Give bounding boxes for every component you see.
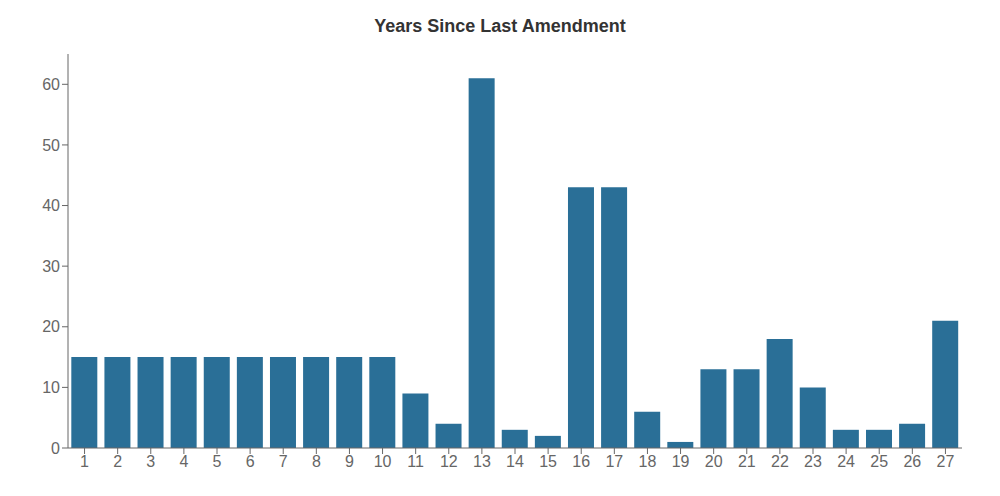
- svg-text:15: 15: [539, 453, 557, 470]
- svg-text:2: 2: [113, 453, 122, 470]
- svg-text:22: 22: [771, 453, 789, 470]
- svg-text:10: 10: [374, 453, 392, 470]
- svg-text:26: 26: [903, 453, 921, 470]
- svg-text:11: 11: [407, 453, 424, 470]
- svg-text:6: 6: [246, 453, 255, 470]
- html-text:Years Since Last Amendment: Years Since Last Amendment: [374, 16, 626, 36]
- svg-text:30: 30: [42, 258, 60, 275]
- svg-text:8: 8: [312, 453, 321, 470]
- svg-text:20: 20: [705, 453, 723, 470]
- svg-text:16: 16: [572, 453, 590, 470]
- svg-text:5: 5: [213, 453, 222, 470]
- svg-text:10: 10: [42, 379, 60, 396]
- svg-text:9: 9: [345, 453, 354, 470]
- svg-text:40: 40: [42, 197, 60, 214]
- svg-text:1: 1: [80, 453, 89, 470]
- svg-text:7: 7: [279, 453, 288, 470]
- svg-text:24: 24: [837, 453, 855, 470]
- svg-text:18: 18: [639, 453, 657, 470]
- svg-text:12: 12: [440, 453, 458, 470]
- svg-text:50: 50: [42, 137, 60, 154]
- svg-text:3: 3: [146, 453, 155, 470]
- svg-text:27: 27: [937, 453, 955, 470]
- svg-text:17: 17: [605, 453, 623, 470]
- svg-text:20: 20: [42, 318, 60, 335]
- svg-text:23: 23: [804, 453, 822, 470]
- svg-text:19: 19: [672, 453, 690, 470]
- svg-text:25: 25: [870, 453, 888, 470]
- svg-text:21: 21: [738, 453, 756, 470]
- svg-text:60: 60: [42, 76, 60, 93]
- svg-text:4: 4: [179, 453, 188, 470]
- svg-text:14: 14: [506, 453, 524, 470]
- svg-text:0: 0: [51, 440, 60, 457]
- svg-text:13: 13: [473, 453, 491, 470]
